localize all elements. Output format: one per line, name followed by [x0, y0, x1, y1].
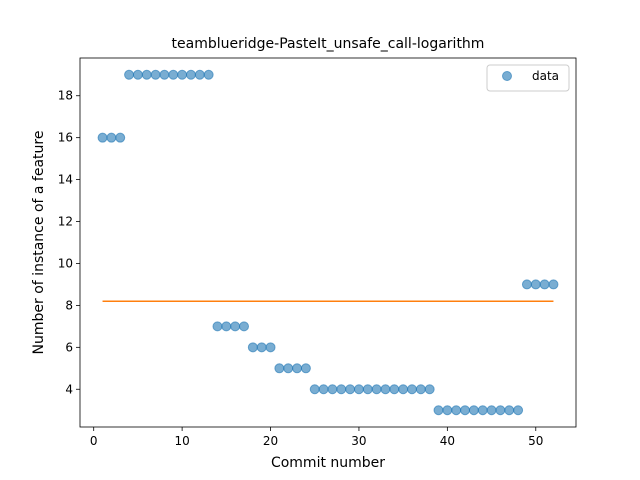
data-point [203, 69, 214, 80]
data-point [300, 363, 311, 374]
data-point [548, 279, 559, 290]
x-tick-label: 30 [351, 434, 366, 448]
data-point [292, 363, 303, 374]
y-tick-label: 12 [58, 215, 73, 229]
data-point [150, 69, 161, 80]
data-point [265, 342, 276, 353]
chart-title: teamblueridge-PasteIt_unsafe_call-logari… [172, 36, 485, 52]
y-tick-label: 18 [58, 89, 73, 103]
legend: data [486, 64, 570, 92]
axis-ticks: 0 10 20 30 40 50 4 6 8 10 12 14 16 18 [58, 89, 544, 448]
data-point [168, 69, 179, 80]
data-point [389, 384, 400, 395]
data-point [283, 363, 294, 374]
data-point [504, 405, 515, 416]
data-point [521, 279, 532, 290]
y-tick-label: 8 [65, 298, 73, 312]
data-point [97, 132, 108, 143]
data-point [353, 384, 364, 395]
plot-area [97, 69, 559, 416]
data-point [345, 384, 356, 395]
data-point [247, 342, 258, 353]
data-point [221, 321, 232, 332]
y-tick-label: 14 [58, 173, 73, 187]
data-point [318, 384, 329, 395]
data-point [398, 384, 409, 395]
data-point [495, 405, 506, 416]
x-axis-label: Commit number [271, 455, 385, 471]
y-axis-label: Number of instance of a feature [31, 131, 47, 355]
data-point [424, 384, 435, 395]
data-point [468, 405, 479, 416]
data-point [415, 384, 426, 395]
data-point [433, 405, 444, 416]
data-point [159, 69, 170, 80]
data-point [194, 69, 205, 80]
data-point [115, 132, 126, 143]
data-point [530, 279, 541, 290]
y-tick-label: 6 [65, 340, 73, 354]
data-point [513, 405, 524, 416]
data-point [371, 384, 382, 395]
x-tick-label: 40 [440, 434, 455, 448]
data-point [239, 321, 250, 332]
data-point [486, 405, 497, 416]
data-point [132, 69, 143, 80]
data-point [185, 69, 196, 80]
data-point [212, 321, 223, 332]
x-tick-label: 10 [174, 434, 189, 448]
y-tick-label: 10 [58, 256, 73, 270]
data-point [442, 405, 453, 416]
data-point [230, 321, 241, 332]
x-tick-label: 50 [528, 434, 543, 448]
x-tick-label: 0 [90, 434, 98, 448]
axes-frame [79, 57, 577, 428]
y-tick-label: 16 [58, 131, 73, 145]
data-point [477, 405, 488, 416]
legend-label-data: data [532, 69, 559, 83]
data-point [336, 384, 347, 395]
data-point [380, 384, 391, 395]
data-point [309, 384, 320, 395]
legend-marker-data [502, 71, 512, 81]
data-point [406, 384, 417, 395]
data-point [177, 69, 188, 80]
data-point [451, 405, 462, 416]
data-point [460, 405, 471, 416]
data-point [274, 363, 285, 374]
data-point [362, 384, 373, 395]
data-point [106, 132, 117, 143]
data-point [327, 384, 338, 395]
data-point [124, 69, 135, 80]
data-point [256, 342, 267, 353]
data-point [141, 69, 152, 80]
data-point [539, 279, 550, 290]
x-tick-label: 20 [263, 434, 278, 448]
y-tick-label: 4 [65, 382, 73, 396]
